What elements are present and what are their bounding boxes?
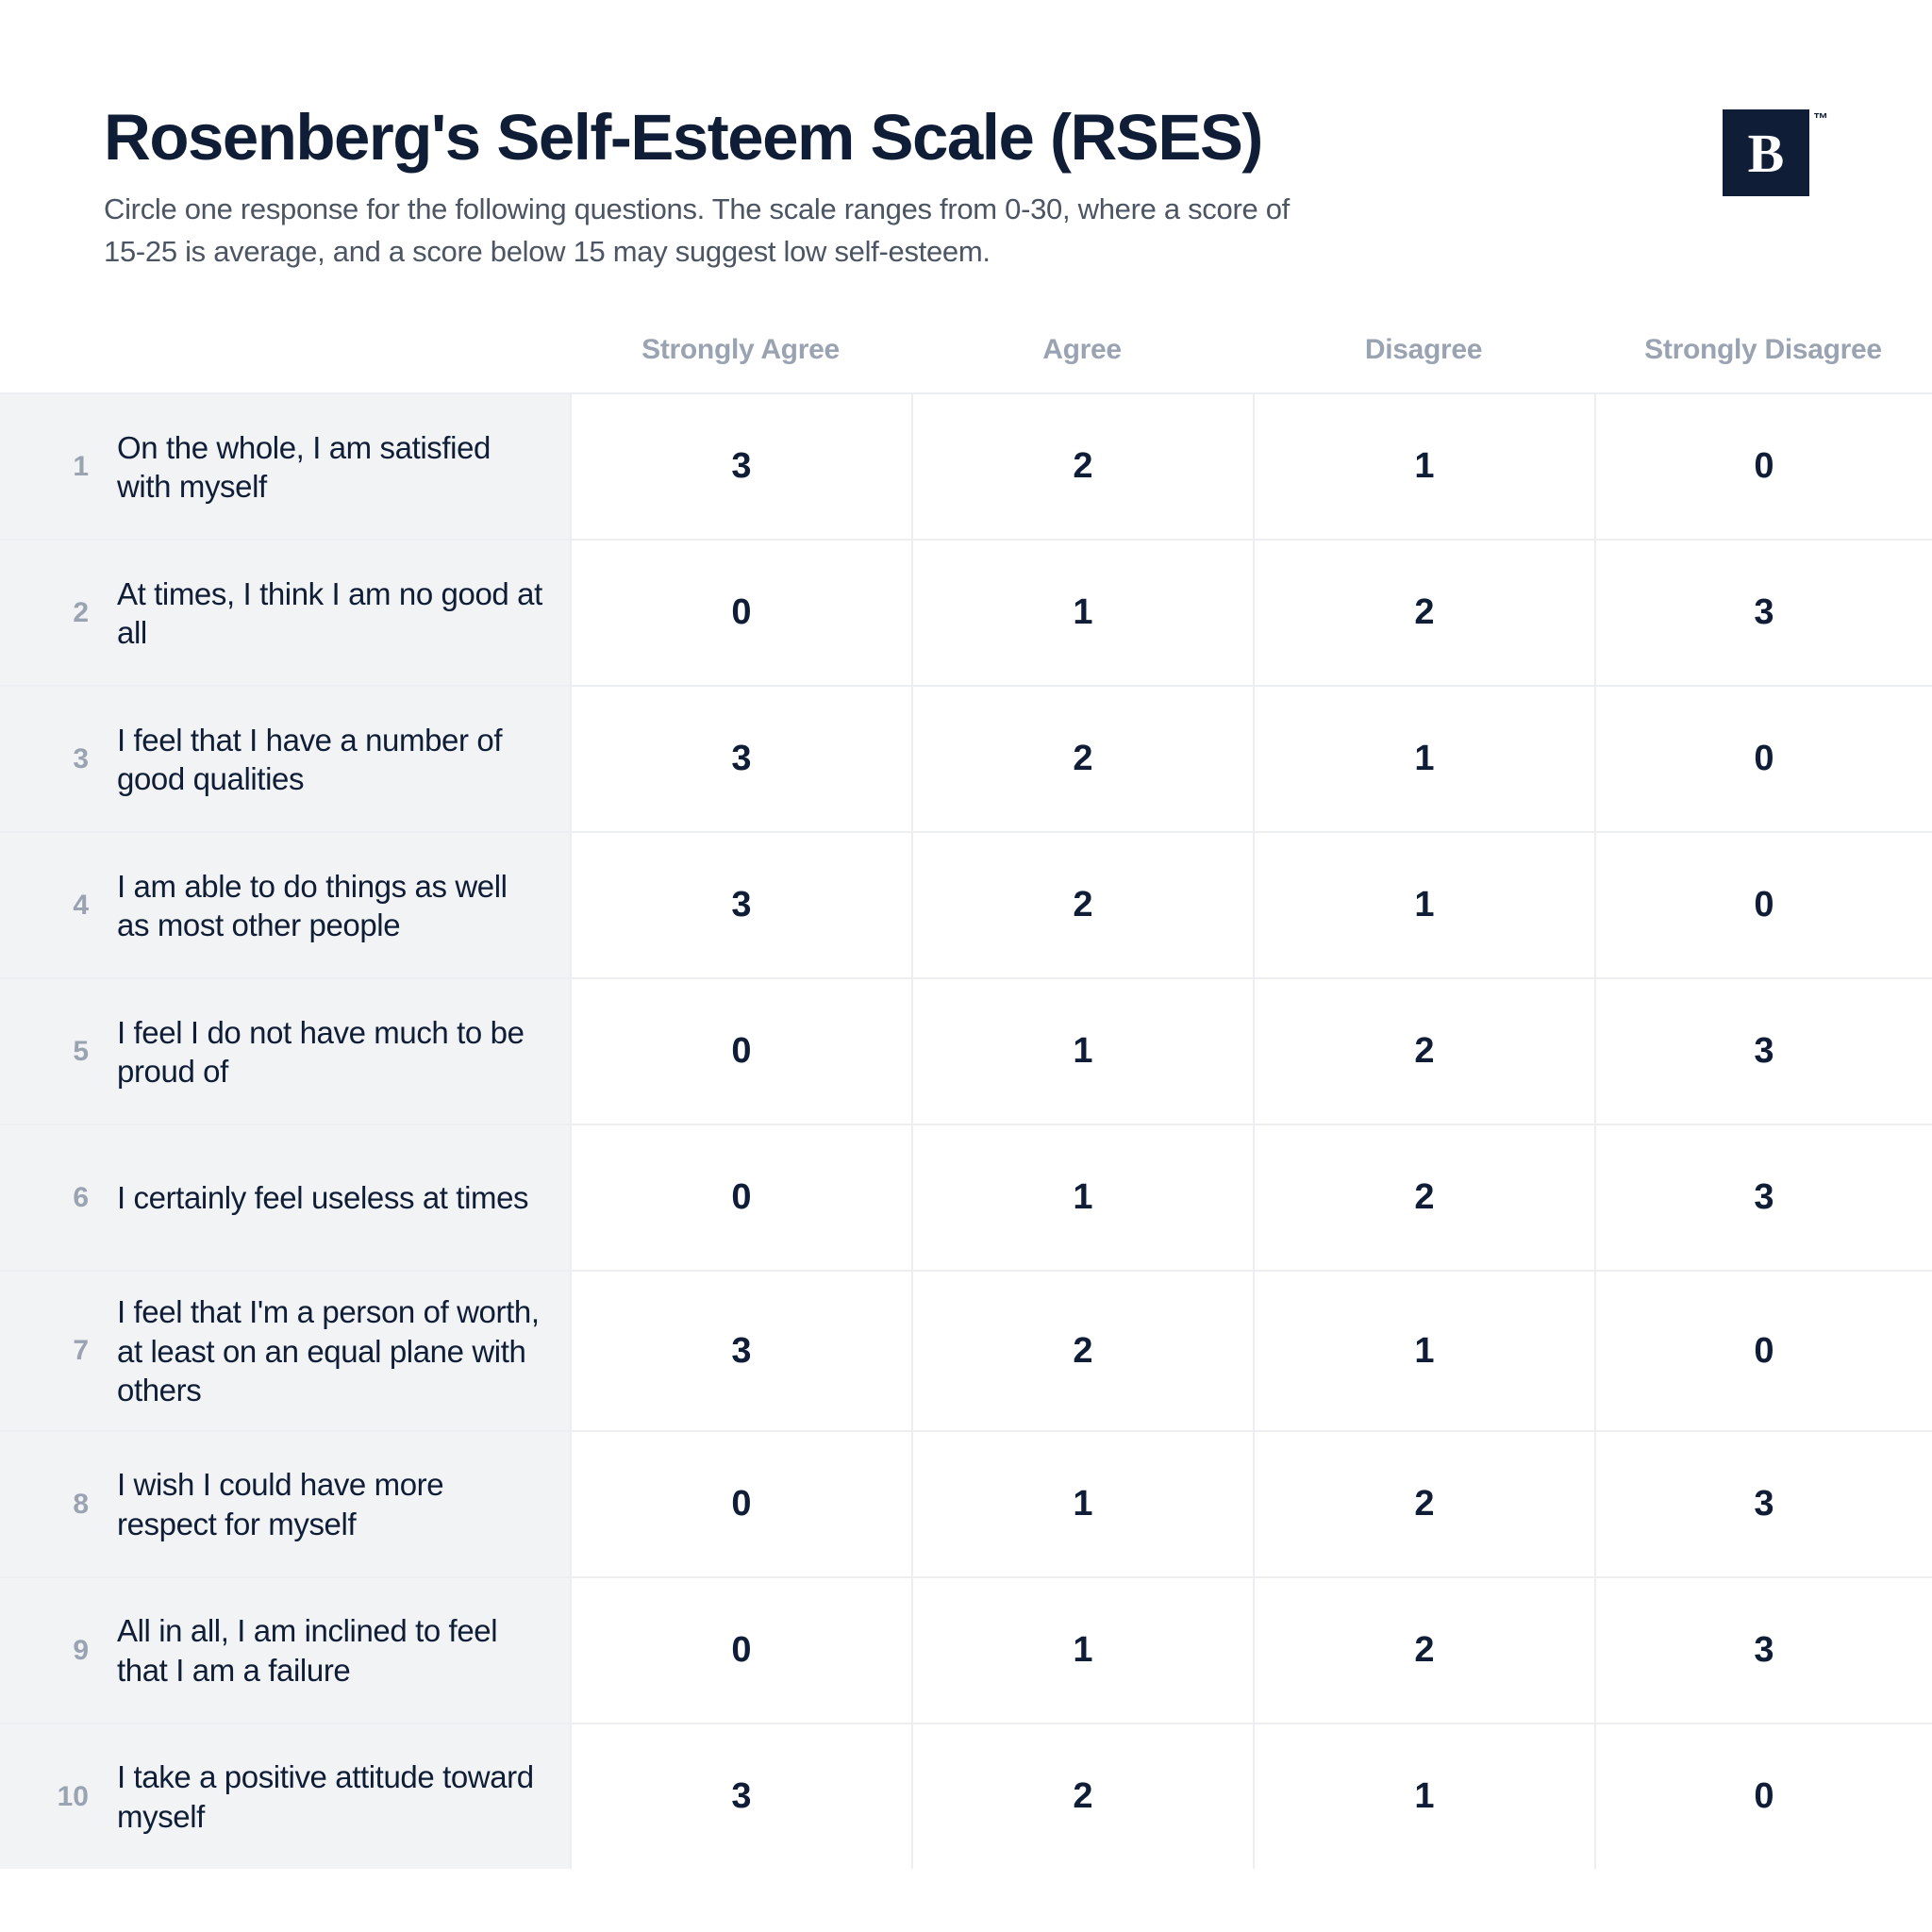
score-cell[interactable]: 1 <box>1253 687 1594 831</box>
score-cell[interactable]: 2 <box>1253 1578 1594 1723</box>
question-number: 5 <box>47 1036 89 1068</box>
question-number: 9 <box>47 1635 89 1667</box>
table-row: 7 I feel that I'm a person of worth, at l… <box>0 1270 1932 1430</box>
score-cell[interactable]: 2 <box>911 687 1253 831</box>
score-cell[interactable]: 0 <box>570 541 911 685</box>
score-cell[interactable]: 2 <box>911 833 1253 977</box>
score-cell[interactable]: 3 <box>570 833 911 977</box>
page: Rosenberg's Self-Esteem Scale (RSES) Cir… <box>0 0 1932 1932</box>
score-cell[interactable]: 2 <box>1253 979 1594 1124</box>
table-header-blank <box>0 334 570 366</box>
table-header-col: Strongly Disagree <box>1594 334 1932 366</box>
score-cell[interactable]: 3 <box>570 1724 911 1869</box>
question-number: 2 <box>47 597 89 629</box>
question-text: I feel that I'm a person of worth, at le… <box>117 1292 543 1409</box>
question-number: 1 <box>47 451 89 483</box>
table-header-row: Strongly Agree Agree Disagree Strongly D… <box>0 311 1932 392</box>
table-row: 8 I wish I could have more respect for my… <box>0 1430 1932 1576</box>
page-subtitle: Circle one response for the following qu… <box>104 189 1302 274</box>
question-text: I am able to do things as well as most o… <box>117 867 543 945</box>
question-cell: 8 I wish I could have more respect for my… <box>0 1432 570 1576</box>
question-cell: 10 I take a positive attitude toward myse… <box>0 1724 570 1869</box>
table-row: 4 I am able to do things as well as most … <box>0 831 1932 977</box>
score-cell[interactable]: 0 <box>570 1125 911 1270</box>
score-cell[interactable]: 1 <box>1253 394 1594 539</box>
question-text: I certainly feel useless at times <box>117 1178 528 1217</box>
question-text: On the whole, I am satisfied with myself <box>117 428 543 507</box>
question-cell: 5 I feel I do not have much to be proud o… <box>0 979 570 1124</box>
score-cell[interactable]: 1 <box>1253 1724 1594 1869</box>
score-cell[interactable]: 1 <box>911 1432 1253 1576</box>
question-number: 8 <box>47 1489 89 1521</box>
question-text: I feel I do not have much to be proud of <box>117 1013 543 1091</box>
table-header-col: Strongly Agree <box>570 334 911 366</box>
score-cell[interactable]: 2 <box>911 1272 1253 1430</box>
question-text: At times, I think I am no good at all <box>117 575 543 653</box>
score-cell[interactable]: 0 <box>1594 394 1932 539</box>
table-row: 6 I certainly feel useless at times 0123 <box>0 1124 1932 1270</box>
trademark-icon: ™ <box>1813 109 1828 128</box>
score-cell[interactable]: 0 <box>1594 1272 1932 1430</box>
page-title: Rosenberg's Self-Esteem Scale (RSES) <box>104 104 1302 172</box>
question-text: I take a positive attitude toward myself <box>117 1757 543 1836</box>
score-cell[interactable]: 2 <box>1253 1432 1594 1576</box>
table-row: 9 All in all, I am inclined to feel that … <box>0 1576 1932 1723</box>
question-text: All in all, I am inclined to feel that I… <box>117 1611 543 1690</box>
score-cell[interactable]: 2 <box>1253 541 1594 685</box>
score-cell[interactable]: 1 <box>911 1125 1253 1270</box>
score-cell[interactable]: 3 <box>1594 1432 1932 1576</box>
table-row: 10 I take a positive attitude toward myse… <box>0 1723 1932 1869</box>
table-body: 1 On the whole, I am satisfied with mysel… <box>0 392 1932 1869</box>
question-number: 4 <box>47 890 89 922</box>
question-text: I wish I could have more respect for mys… <box>117 1465 543 1543</box>
score-cell[interactable]: 3 <box>570 394 911 539</box>
score-cell[interactable]: 2 <box>911 1724 1253 1869</box>
score-cell[interactable]: 3 <box>570 1272 911 1430</box>
score-cell[interactable]: 3 <box>1594 979 1932 1124</box>
table-row: 2 At times, I think I am no good at all 01… <box>0 539 1932 685</box>
score-cell[interactable]: 0 <box>570 1432 911 1576</box>
scale-table: Strongly Agree Agree Disagree Strongly D… <box>0 311 1932 1869</box>
score-cell[interactable]: 0 <box>1594 687 1932 831</box>
question-cell: 7 I feel that I'm a person of worth, at l… <box>0 1272 570 1430</box>
score-cell[interactable]: 3 <box>570 687 911 831</box>
score-cell[interactable]: 1 <box>911 979 1253 1124</box>
question-text: I feel that I have a number of good qual… <box>117 721 543 799</box>
question-cell: 2 At times, I think I am no good at all <box>0 541 570 685</box>
score-cell[interactable]: 1 <box>1253 1272 1594 1430</box>
table-header-col: Disagree <box>1253 334 1594 366</box>
logo-wrap: B ™ <box>1723 104 1828 196</box>
question-number: 6 <box>47 1182 89 1214</box>
question-number: 3 <box>47 743 89 775</box>
score-cell[interactable]: 0 <box>570 979 911 1124</box>
score-cell[interactable]: 1 <box>911 541 1253 685</box>
question-number: 7 <box>47 1335 89 1367</box>
question-cell: 1 On the whole, I am satisfied with mysel… <box>0 394 570 539</box>
score-cell[interactable]: 3 <box>1594 541 1932 685</box>
header-text: Rosenberg's Self-Esteem Scale (RSES) Cir… <box>104 104 1302 274</box>
score-cell[interactable]: 0 <box>570 1578 911 1723</box>
question-cell: 4 I am able to do things as well as most … <box>0 833 570 977</box>
table-header-col: Agree <box>911 334 1253 366</box>
table-row: 3 I feel that I have a number of good qua… <box>0 685 1932 831</box>
score-cell[interactable]: 0 <box>1594 1724 1932 1869</box>
table-row: 1 On the whole, I am satisfied with mysel… <box>0 392 1932 539</box>
score-cell[interactable]: 1 <box>911 1578 1253 1723</box>
score-cell[interactable]: 1 <box>1253 833 1594 977</box>
score-cell[interactable]: 2 <box>1253 1125 1594 1270</box>
score-cell[interactable]: 3 <box>1594 1578 1932 1723</box>
question-cell: 3 I feel that I have a number of good qua… <box>0 687 570 831</box>
table-row: 5 I feel I do not have much to be proud o… <box>0 977 1932 1124</box>
score-cell[interactable]: 3 <box>1594 1125 1932 1270</box>
question-cell: 6 I certainly feel useless at times <box>0 1125 570 1270</box>
score-cell[interactable]: 2 <box>911 394 1253 539</box>
score-cell[interactable]: 0 <box>1594 833 1932 977</box>
brand-logo-icon: B <box>1723 109 1809 196</box>
header: Rosenberg's Self-Esteem Scale (RSES) Cir… <box>0 104 1932 311</box>
question-number: 10 <box>47 1781 89 1813</box>
question-cell: 9 All in all, I am inclined to feel that … <box>0 1578 570 1723</box>
